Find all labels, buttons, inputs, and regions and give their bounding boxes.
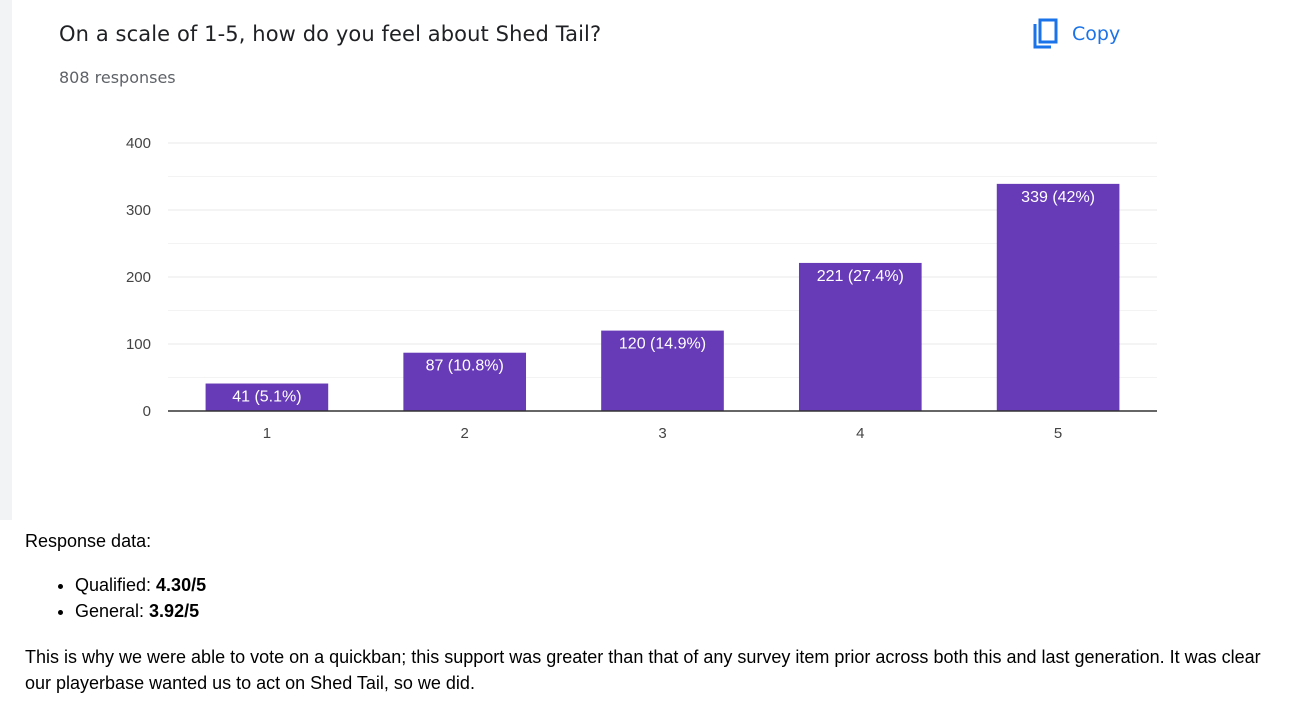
response-count: 808 responses <box>59 68 176 87</box>
question-title: On a scale of 1-5, how do you feel about… <box>59 22 602 46</box>
y-tick-label: 200 <box>126 269 151 286</box>
bar-chart: 0 100 200 300 400 41 (5.1%) 87 (10.8%) 120 (14… <box>126 135 1157 442</box>
score-value: 4.30/5 <box>156 575 207 595</box>
bar-data-label: 120 (14.9%) <box>619 336 706 353</box>
score-value: 3.92/5 <box>149 601 200 621</box>
score-list: Qualified: 4.30/5 General: 3.92/5 <box>25 572 1275 624</box>
bar-2 <box>403 352 527 411</box>
y-tick-label: 400 <box>126 135 151 152</box>
bar-data-label: 41 (5.1%) <box>232 389 301 406</box>
bar-4 <box>798 262 922 411</box>
y-tick-label: 300 <box>126 202 151 219</box>
copy-label: Copy <box>1072 23 1121 45</box>
copy-icon <box>1032 18 1058 50</box>
score-label: Qualified: <box>75 575 157 595</box>
post-body: Response data: Qualified: 4.30/5 General… <box>25 528 1275 696</box>
copy-button[interactable]: Copy <box>1032 16 1120 52</box>
score-item-general: General: 3.92/5 <box>75 598 1275 624</box>
y-axis-ticks: 0 100 200 300 400 <box>126 135 151 420</box>
x-tick-label: 4 <box>856 425 864 442</box>
bar-data-label: 221 (27.4%) <box>817 268 904 285</box>
y-tick-label: 0 <box>143 403 151 420</box>
y-tick-label: 100 <box>126 336 151 353</box>
bar-3 <box>601 330 724 411</box>
question-summary-card: On a scale of 1-5, how do you feel about… <box>12 0 1182 520</box>
bar-5 <box>996 183 1120 411</box>
response-data-heading: Response data: <box>25 531 152 551</box>
x-axis-ticks: 1 2 3 4 5 <box>263 425 1063 442</box>
bar-1 <box>205 383 329 411</box>
score-item-qualified: Qualified: 4.30/5 <box>75 572 1275 598</box>
page-margin <box>0 0 12 520</box>
x-tick-label: 3 <box>658 425 666 442</box>
x-tick-label: 2 <box>461 425 469 442</box>
chart-bars: 41 (5.1%) 87 (10.8%) 120 (14.9%) 221 (27.4%… <box>205 183 1120 411</box>
closing-paragraph: This is why we were able to vote on a qu… <box>25 647 1261 693</box>
bar-data-label: 339 (42%) <box>1021 189 1095 206</box>
bar-data-label: 87 (10.8%) <box>426 358 504 375</box>
score-label: General: <box>75 601 150 621</box>
x-tick-label: 1 <box>263 425 271 442</box>
x-tick-label: 5 <box>1054 425 1062 442</box>
